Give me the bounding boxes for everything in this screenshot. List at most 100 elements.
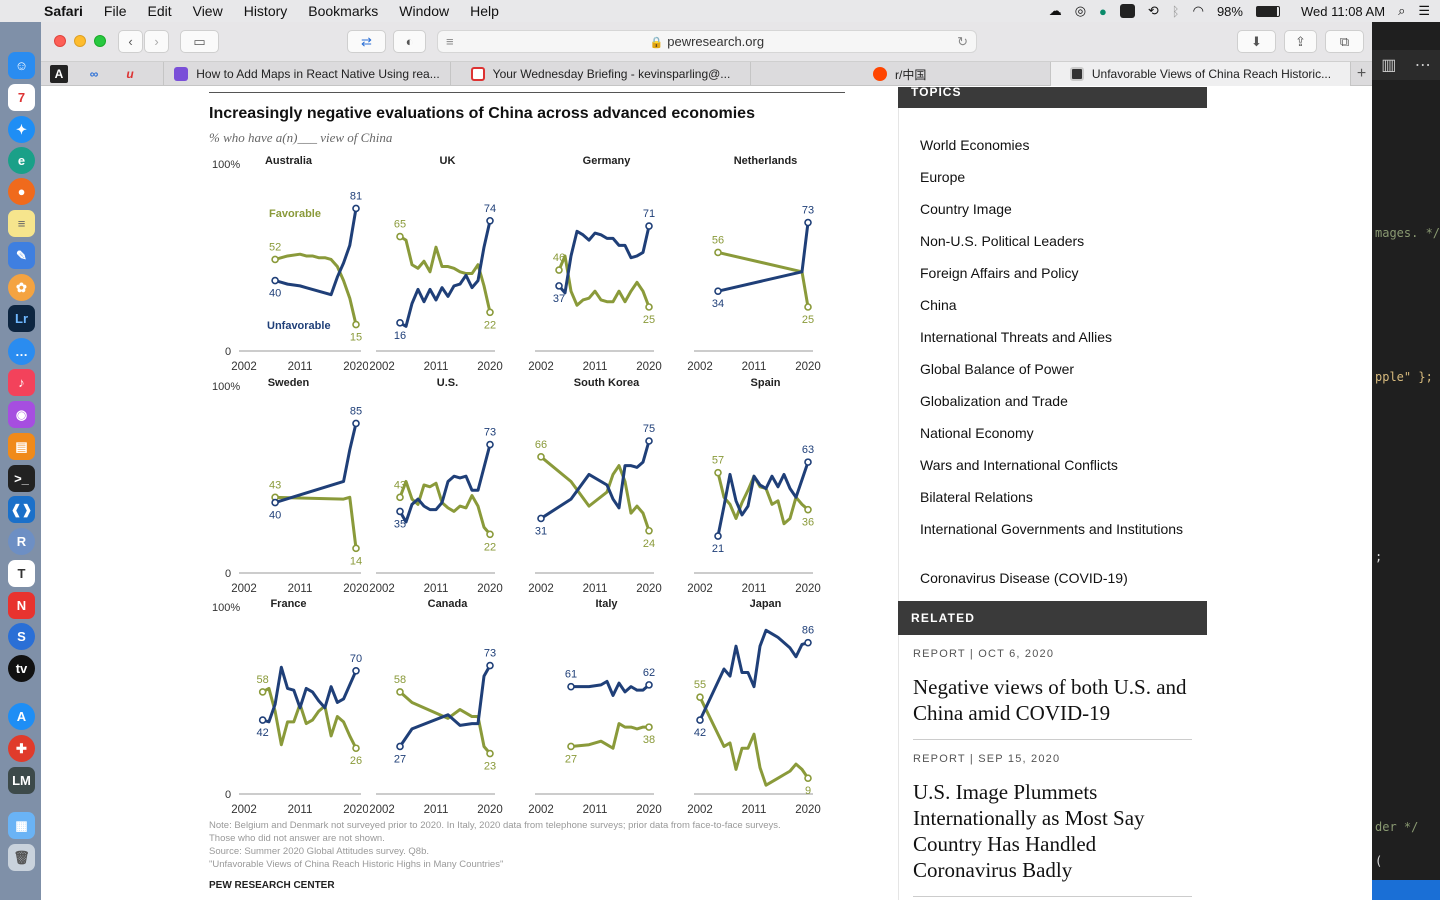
pdf-app-icon[interactable]: ✚ [8, 735, 35, 762]
tab-gmail-briefing[interactable]: Your Wednesday Briefing - kevinsparling@… [450, 62, 750, 86]
sidebar-toggle-button[interactable]: ▭ [180, 30, 219, 53]
topic-link[interactable]: Non-U.S. Political Leaders [920, 233, 1085, 249]
menu-window[interactable]: Window [399, 3, 450, 19]
books-icon[interactable]: ▤ [8, 433, 35, 460]
clock[interactable]: Wed 11:08 AM [1300, 3, 1386, 19]
reload-icon[interactable]: ↻ [957, 34, 968, 49]
x-tick-label: 2011 [424, 583, 449, 595]
menu-help[interactable]: Help [470, 3, 499, 19]
reader-icon[interactable]: ≡ [446, 34, 454, 49]
bluetooth-icon[interactable]: ᛒ [1171, 3, 1180, 19]
data-label: 81 [350, 190, 362, 202]
music-icon[interactable]: ♪ [8, 369, 35, 396]
new-tab-button[interactable]: + [1350, 62, 1372, 86]
tab-overview-button[interactable]: ⧉ [1325, 30, 1364, 53]
data-label: 36 [802, 517, 814, 529]
topic-link[interactable]: Europe [920, 169, 966, 185]
battery-icon[interactable] [1255, 5, 1280, 17]
unfavorable-line [274, 208, 358, 297]
photos-icon[interactable]: ✿ [8, 274, 35, 301]
edge-icon[interactable]: e [8, 147, 35, 174]
wifi-icon[interactable]: ◠ [1192, 3, 1204, 18]
calendar-icon[interactable]: 7 [8, 84, 35, 111]
downloads-button[interactable]: ⬇ [1237, 30, 1276, 53]
safari-icon[interactable]: ✦ [8, 116, 35, 143]
endpoint-marker [714, 287, 722, 295]
favorite-link-icon[interactable]: ∞ [89, 67, 99, 81]
topic-link[interactable]: Wars and International Conflicts [920, 457, 1118, 473]
x-tick-label: 2002 [369, 583, 395, 595]
window-manager-icon[interactable] [1119, 4, 1135, 18]
simplenote-icon[interactable]: S [8, 623, 35, 650]
cloud-icon[interactable]: ☁ [1048, 3, 1062, 18]
battery-percent[interactable]: 98% [1216, 3, 1243, 19]
downloads-folder-icon[interactable]: ▦ [8, 812, 35, 839]
data-label: 21 [712, 543, 724, 555]
topic-link[interactable]: Country Image [920, 201, 1012, 217]
share-button[interactable]: ⇪ [1284, 30, 1317, 53]
vscode-icon[interactable]: ❰❱ [8, 496, 35, 523]
legend-favorable: Favorable [269, 208, 321, 220]
menu-history[interactable]: History [243, 3, 288, 19]
topic-link[interactable]: Coronavirus Disease (COVID-19) [920, 570, 1128, 586]
topic-link[interactable]: Global Balance of Power [920, 361, 1075, 377]
menu-safari[interactable]: Safari [44, 3, 83, 19]
data-label: 14 [350, 555, 362, 567]
notes-icon[interactable]: ≡ [8, 210, 35, 237]
zoom-window-button[interactable] [94, 35, 106, 47]
favorite-u-icon[interactable]: u [126, 67, 134, 81]
menu-edit[interactable]: Edit [147, 3, 172, 19]
topic-link[interactable]: Foreign Affairs and Policy [920, 265, 1079, 281]
app-store-icon[interactable]: A [8, 703, 35, 730]
related-link[interactable]: U.S. Image Plummets Internationally as M… [913, 780, 1145, 882]
menu-bookmarks[interactable]: Bookmarks [308, 3, 379, 19]
lightroom-icon[interactable]: Lr [8, 305, 35, 332]
x-tick-label: 2020 [795, 361, 821, 373]
minimize-window-button[interactable] [74, 35, 86, 47]
grammarly-icon[interactable]: ● [1099, 3, 1107, 19]
address-bar[interactable]: ≡ 🔒 pewresearch.org ↻ [437, 30, 977, 53]
creative-cloud-icon[interactable]: ◎ [1074, 3, 1087, 18]
y-tick-label: 100% [212, 602, 240, 614]
favorite-a-icon[interactable]: A [50, 65, 68, 83]
tab-pew-china[interactable]: Unfavorable Views of China Reach Histori… [1050, 62, 1350, 86]
topic-link[interactable]: Bilateral Relations [920, 489, 1033, 505]
menu-file[interactable]: File [103, 3, 127, 19]
extension-button[interactable]: ⇄ [347, 30, 386, 53]
topic-link[interactable]: China [920, 297, 957, 313]
topic-link[interactable]: National Economy [920, 425, 1034, 441]
topic-link[interactable]: Globalization and Trade [920, 393, 1068, 409]
trash-icon[interactable]: 🗑 [8, 844, 35, 871]
firefox-icon[interactable]: ● [8, 178, 35, 205]
lm-app-icon[interactable]: LM [8, 767, 35, 794]
tab-reddit[interactable]: r/中国 [750, 62, 1050, 86]
r-app-icon[interactable]: R [8, 528, 35, 555]
ruler-app-icon[interactable]: ✎ [8, 242, 35, 269]
more-icon[interactable]: ⋯ [1414, 57, 1431, 74]
news-icon[interactable]: N [8, 592, 35, 619]
data-label: 15 [350, 332, 362, 344]
close-window-button[interactable] [54, 35, 66, 47]
time-machine-icon[interactable]: ⟲ [1147, 3, 1159, 18]
messenger-icon[interactable]: … [8, 338, 35, 365]
finder-icon[interactable]: ☺ [8, 52, 35, 79]
forward-button[interactable]: › [144, 30, 169, 53]
typora-icon[interactable]: T [8, 560, 35, 587]
topic-link[interactable]: International Threats and Allies [920, 329, 1112, 345]
privacy-report-button[interactable]: ◐ [393, 30, 426, 53]
endpoint-marker [486, 308, 494, 317]
related-link[interactable]: Negative views of both U.S. and China am… [913, 675, 1187, 725]
tab-react-native-maps[interactable]: How to Add Maps in React Native Using re… [163, 62, 450, 86]
apple-tv-icon[interactable]: tv [8, 655, 35, 682]
topic-link[interactable]: World Economies [920, 137, 1030, 153]
notification-center-icon[interactable]: ☰ [1418, 3, 1430, 18]
menu-view[interactable]: View [192, 3, 223, 19]
topic-link[interactable]: International Governments and Institutio… [920, 521, 1184, 537]
terminal-icon[interactable]: >_ [8, 465, 35, 492]
panel-plot: 43 22 35 73 2002 2011 2020 [369, 427, 503, 595]
back-button[interactable]: ‹ [118, 30, 143, 53]
spotlight-icon[interactable]: ⌕ [1398, 3, 1406, 18]
x-tick-label: 2002 [687, 804, 713, 816]
split-editor-icon[interactable]: ▥ [1381, 57, 1397, 74]
podcasts-icon[interactable]: ◉ [8, 401, 35, 428]
